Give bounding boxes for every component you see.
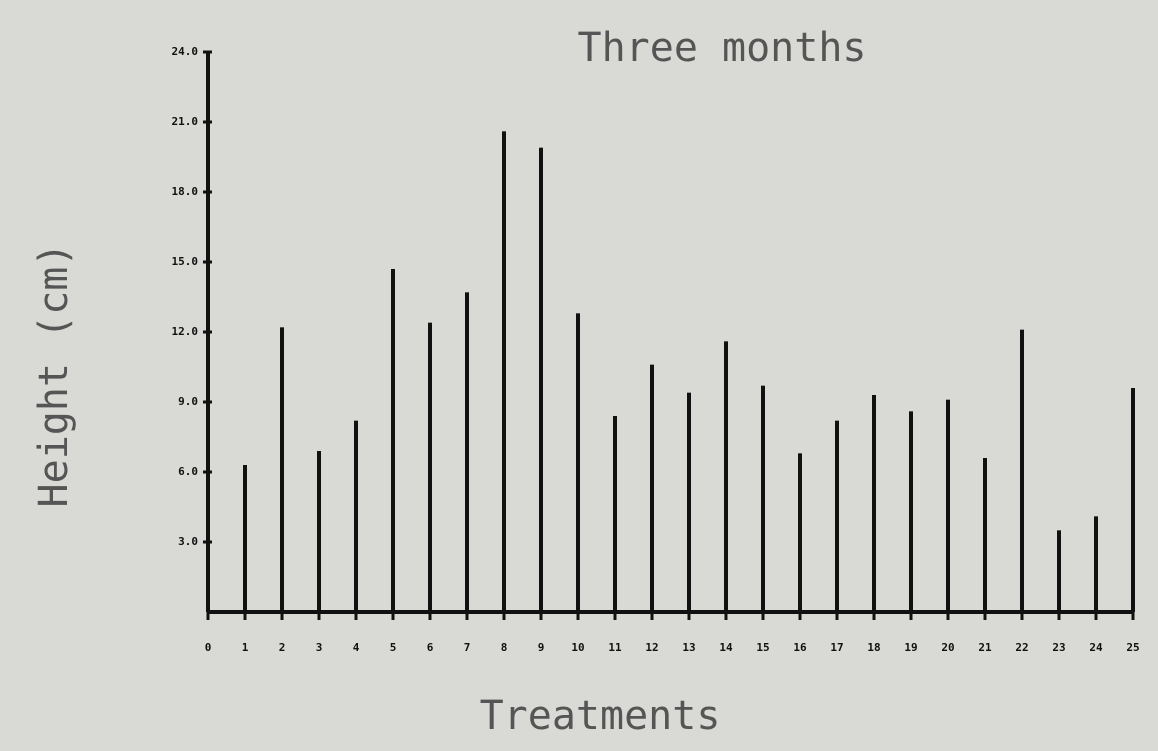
bar [724,341,728,612]
x-tick-label: 7 [464,641,471,654]
bar [1131,388,1135,612]
x-tick-label: 14 [719,641,733,654]
y-tick-label: 9.0 [178,395,198,408]
x-tick-label: 4 [353,641,360,654]
bar [317,451,321,612]
x-tick-label: 23 [1052,641,1065,654]
bar [983,458,987,612]
bar [946,399,950,612]
y-tick-label: 3.0 [178,535,198,548]
bar [576,313,580,612]
x-tick-label: 2 [279,641,286,654]
y-tick-label: 6.0 [178,465,198,478]
bar [687,392,691,612]
x-tick-label: 0 [205,641,212,654]
x-tick-label: 21 [978,641,992,654]
bar [613,416,617,612]
x-tick-label: 15 [756,641,769,654]
bar [909,411,913,612]
x-tick-label: 25 [1126,641,1139,654]
bar [835,420,839,612]
x-tick-label: 5 [390,641,397,654]
bar [872,395,876,612]
y-tick-label: 15.0 [172,255,199,268]
x-tick-label: 18 [867,641,880,654]
x-tick-label: 13 [682,641,695,654]
y-tick-label: 18.0 [172,185,199,198]
x-tick-label: 10 [571,641,584,654]
x-tick-label: 12 [645,641,658,654]
x-tick-label: 16 [793,641,807,654]
x-axis-label: Treatments [480,693,721,739]
x-tick-label: 9 [538,641,545,654]
bar [502,131,506,613]
bar [1057,530,1061,612]
bar [650,364,654,612]
x-tick-label: 24 [1089,641,1103,654]
x-tick-label: 17 [830,641,843,654]
x-tick-label: 6 [427,641,434,654]
x-tick-label: 20 [941,641,954,654]
bar [391,269,395,612]
x-tick-label: 1 [242,641,249,654]
bar [428,322,432,612]
bar [539,147,543,612]
y-tick-label: 24.0 [172,45,199,58]
x-tick-label: 11 [608,641,622,654]
y-axis-label: Height (cm) [31,243,77,508]
bar [465,292,469,612]
y-tick-label: 21.0 [172,115,199,128]
bar [1020,329,1024,612]
bar [761,385,765,612]
x-tick-label: 3 [316,641,323,654]
bar [354,420,358,612]
bar [243,465,247,612]
x-tick-label: 19 [904,641,917,654]
x-tick-label: 22 [1015,641,1028,654]
bar [798,453,802,612]
x-tick-label: 8 [501,641,508,654]
chart-title: Three months [578,25,867,71]
y-tick-label: 12.0 [172,325,199,338]
bar [1094,516,1098,612]
bar [280,327,284,612]
